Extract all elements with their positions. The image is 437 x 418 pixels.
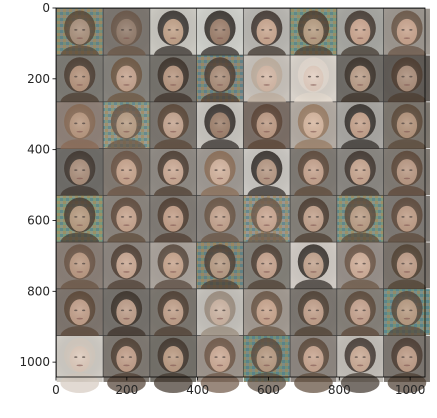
y-tick-label: 1000	[19, 355, 50, 369]
x-tick-label: 0	[52, 383, 60, 397]
x-tick-label: 200	[115, 383, 138, 397]
y-axis-ticks: 0 200 400 600 800 1000	[19, 1, 56, 369]
x-tick-label: 1000	[395, 383, 426, 397]
x-tick-label: 800	[328, 383, 351, 397]
y-tick-label: 200	[27, 72, 50, 86]
y-tick-label: 600	[27, 213, 50, 227]
y-tick-label: 0	[42, 1, 50, 15]
y-tick-label: 400	[27, 143, 50, 157]
x-tick-label: 400	[186, 383, 209, 397]
x-tick-label: 600	[257, 383, 280, 397]
face-tile	[57, 336, 103, 393]
y-tick-label: 800	[27, 284, 50, 298]
image-grid	[56, 8, 430, 393]
